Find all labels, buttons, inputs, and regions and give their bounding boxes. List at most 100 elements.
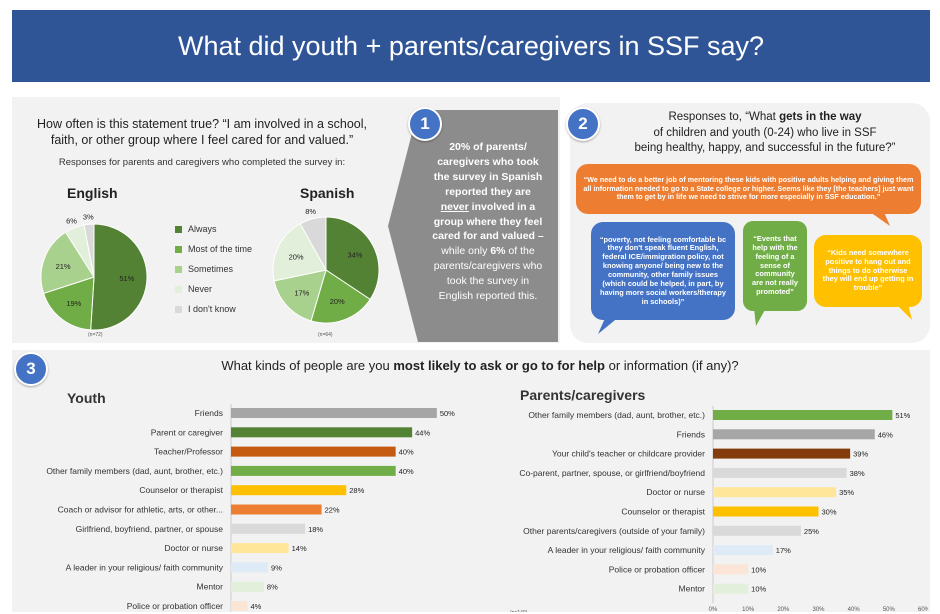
bar-value-label: 35% <box>839 488 854 497</box>
bar-value-label: 18% <box>308 525 323 534</box>
spanish-pie-slices: 34% 20% 17% 20% 8% <box>272 207 380 324</box>
pie-slice-sometimes <box>40 231 95 295</box>
spanish-n-label: (n=64) <box>318 332 333 338</box>
callout-line-8: while only <box>441 245 491 258</box>
section-2-heading: Responses to, “What gets in the way of c… <box>610 110 920 157</box>
bar-value-label: 14% <box>292 544 307 553</box>
bar <box>713 545 773 556</box>
legend-swatch <box>175 245 182 253</box>
x-tick-label: 10% <box>742 607 755 612</box>
bar <box>231 523 306 534</box>
pie-label: 20% <box>289 252 304 261</box>
bar-value-label: 22% <box>325 506 340 515</box>
bar-value-label: 39% <box>853 450 868 459</box>
bar-category-label: Other family members (dad, aunt, brother… <box>46 466 223 476</box>
bar-value-label: 30% <box>822 508 837 517</box>
bar-category-label: A leader in your religious/ faith commun… <box>66 562 224 572</box>
quote-yellow-tail <box>896 304 912 320</box>
bar-category-label: Mentor <box>679 584 706 594</box>
callout-line-6: group where they feel <box>433 215 543 228</box>
bar-category-label: Coach or advisor for athletic, arts, or … <box>58 505 223 515</box>
x-tick-label: 30% <box>812 607 825 612</box>
x-tick-label: 50% <box>883 607 896 612</box>
callout-line-7: cared for and valued – <box>432 230 544 243</box>
callout-line-9: parents/caregivers who <box>433 260 543 273</box>
pie-legend: Always Most of the time Sometimes Never I do… <box>175 219 252 319</box>
bar-category-label: Girlfriend, boyfriend, partner, or spous… <box>76 524 224 534</box>
bar <box>231 408 437 418</box>
bar-value-label: 28% <box>349 486 364 495</box>
bar-value-label: 10% <box>751 585 766 594</box>
x-tick-label: 40% <box>848 607 861 612</box>
pie-label: 6% <box>66 216 77 225</box>
quote-green: “Events that help with the feeling of a … <box>743 221 807 311</box>
bar-category-label: A leader in your religious/ faith commun… <box>548 545 706 555</box>
x-tick-label: 20% <box>777 607 790 612</box>
survey-question: How often is this statement true? “I am … <box>36 117 368 148</box>
bar-value-label: 51% <box>895 411 910 420</box>
english-n-label: (n=72) <box>88 332 103 338</box>
section-2-line-3: being healthy, happy, and successful in … <box>634 142 896 155</box>
bar-category-label: Counselor or therapist <box>139 485 223 495</box>
quote-green-tail <box>754 308 766 326</box>
bar-category-label: Other family members (dad, aunt, brother… <box>528 410 705 420</box>
legend-swatch <box>175 305 182 313</box>
section-2-line-1: Responses to, “What <box>668 111 780 123</box>
bar-value-label: 25% <box>804 527 819 536</box>
pie-slice-i-don-t-know <box>299 216 327 272</box>
pie-label: 20% <box>330 297 345 306</box>
pie-slice-always <box>90 223 148 331</box>
pie-slice-sometimes <box>273 269 327 322</box>
bar <box>231 427 413 438</box>
bar <box>231 485 347 496</box>
bar-value-label: 50% <box>440 409 455 418</box>
callout-line-10: took the survey in <box>446 275 530 288</box>
legend-swatch <box>175 225 182 233</box>
quote-orange-tail <box>870 212 890 226</box>
bar-value-label: 46% <box>878 430 893 439</box>
quote-blue: “poverty, not feeling comfortable bc the… <box>591 222 735 320</box>
bar <box>231 601 248 611</box>
legend-item: I don't know <box>175 299 252 319</box>
pie-label: 3% <box>83 212 94 221</box>
bar-category-label: Police or probation officer <box>609 564 705 574</box>
callout-line-2: caregivers who took <box>437 155 539 168</box>
bar <box>713 525 801 536</box>
legend-item: Never <box>175 279 252 299</box>
bar-category-label: Teacher/Professor <box>154 447 223 457</box>
youth-title: Youth <box>67 390 106 406</box>
spanish-pie-chart: 34% 20% 17% 20% 8% (n=64) <box>272 207 380 338</box>
bar-value-label: 10% <box>751 565 766 574</box>
spanish-title: Spanish <box>300 185 355 201</box>
bar <box>231 446 396 457</box>
bar-category-label: Counselor or therapist <box>621 507 705 517</box>
legend-label: Sometimes <box>188 264 234 274</box>
section-3-number: 3 <box>14 352 48 386</box>
section-1-number: 1 <box>408 107 442 141</box>
callout-line-4: reported they are <box>445 185 531 198</box>
bar <box>713 583 749 594</box>
pie-label: 17% <box>294 288 309 297</box>
bar-value-label: 4% <box>250 602 261 611</box>
bar-value-label: 38% <box>850 469 865 478</box>
section-2-line-2: of children and youth (0-24) who live in… <box>653 126 877 139</box>
bar-category-label: Co-parent, partner, spouse, or girlfrien… <box>519 468 705 478</box>
pie-label: 51% <box>119 274 134 283</box>
legend-label: Most of the time <box>188 244 253 254</box>
bar-value-label: 44% <box>415 428 430 437</box>
pie-slice-most-of-the-time <box>42 276 95 331</box>
bar <box>231 543 289 554</box>
legend-item: Sometimes <box>175 259 252 279</box>
bar-category-label: Other parents/caregivers (outside of you… <box>523 526 705 536</box>
bar-category-label: Doctor or nurse <box>164 543 223 553</box>
bar-value-label: 9% <box>271 563 282 572</box>
legend-label: I don't know <box>188 304 236 314</box>
bar <box>231 504 322 515</box>
pie-slice-i-don-t-know <box>83 223 95 278</box>
pie-label: 34% <box>347 250 362 259</box>
english-pie-chart: 51% 19% 21% 6% 3% (n=72) <box>40 212 148 338</box>
bar-category-label: Police or probation officer <box>127 601 223 611</box>
bar <box>231 465 396 476</box>
survey-subtitle: Responses for parents and caregivers who… <box>58 157 346 168</box>
legend-swatch <box>175 265 182 273</box>
